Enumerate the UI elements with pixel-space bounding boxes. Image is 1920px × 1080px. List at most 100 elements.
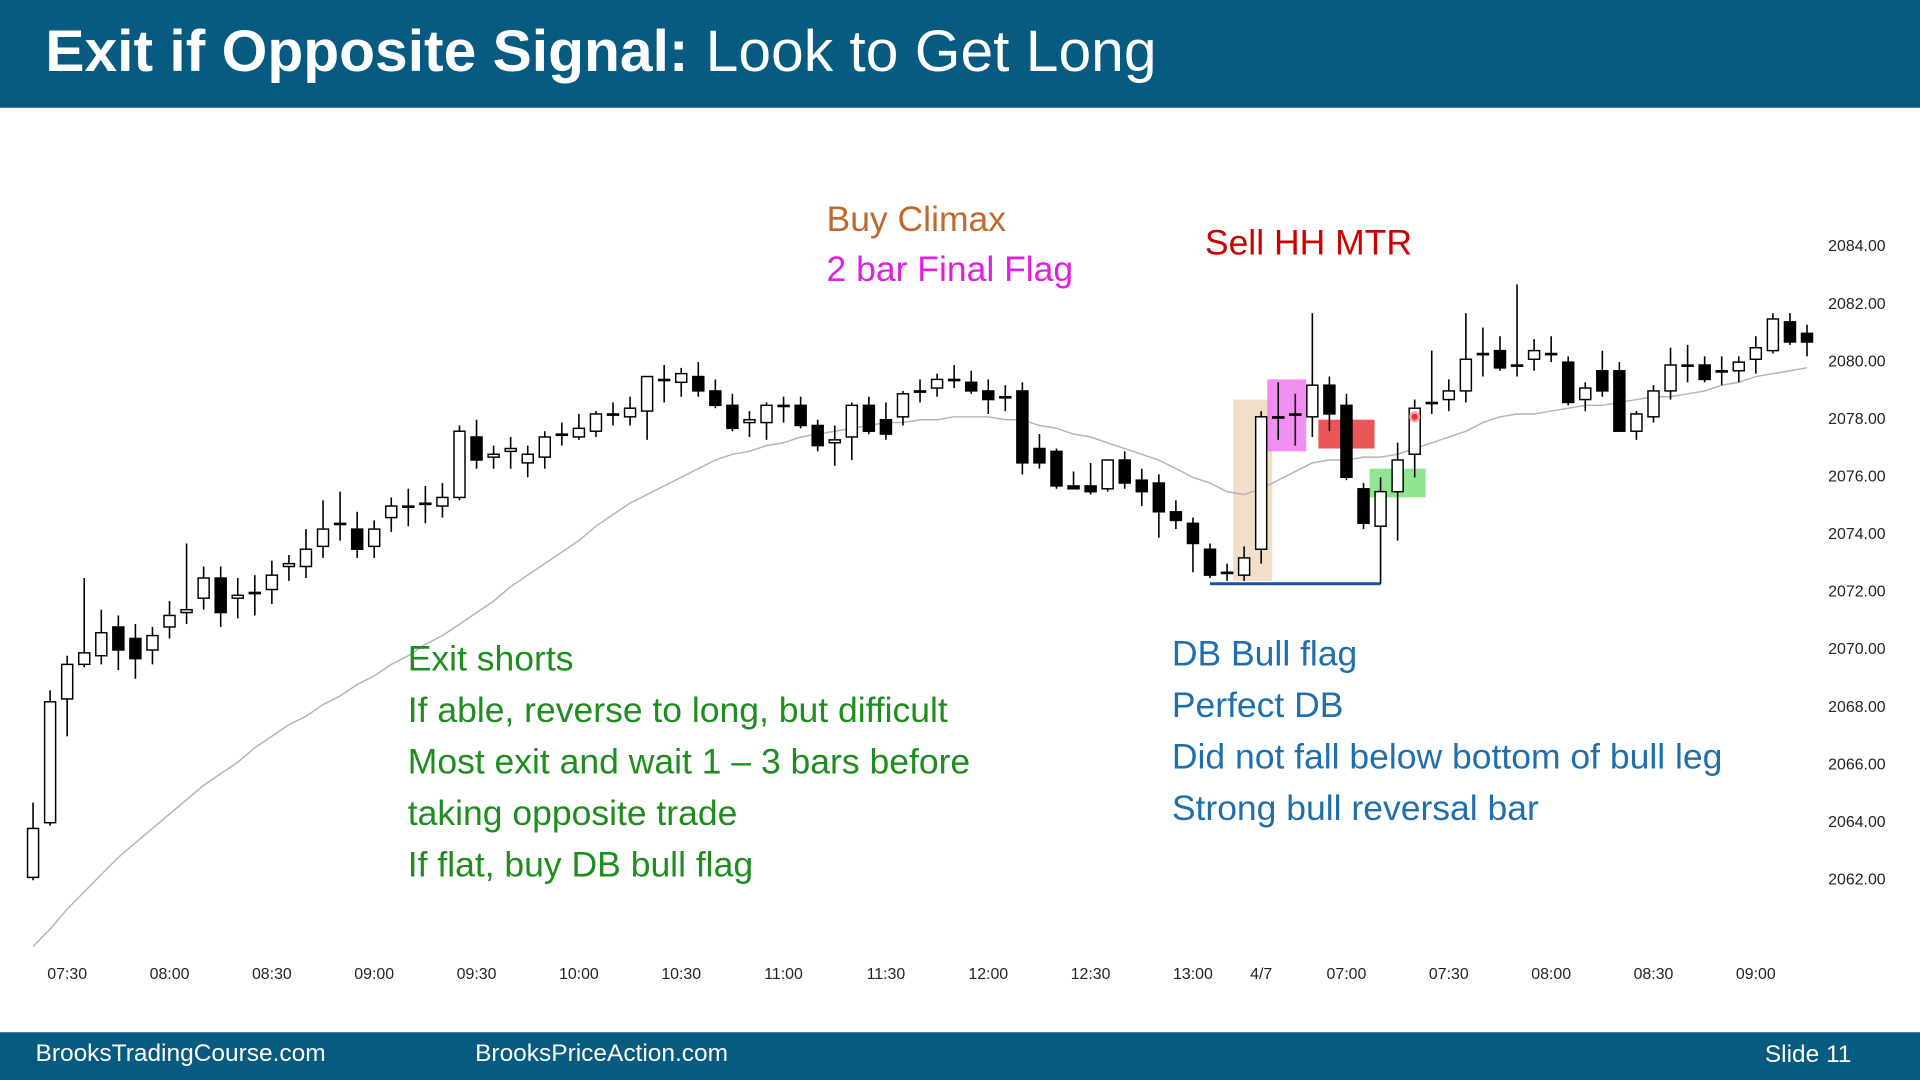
candle-body <box>709 390 722 407</box>
annotation: Most exit and wait 1 – 3 bars before <box>408 741 970 781</box>
x-tick-label: 08:00 <box>150 966 190 983</box>
candle-body <box>845 404 859 438</box>
annotation: DB Bull flag <box>1172 634 1357 674</box>
y-tick-label: 2082.00 <box>1828 296 1886 313</box>
candle-body <box>231 594 244 599</box>
x-tick-label: 08:30 <box>1634 966 1674 983</box>
candle-body <box>811 424 824 447</box>
candle-body <box>146 634 159 651</box>
candle-body <box>299 548 313 568</box>
candle-body <box>930 378 944 389</box>
candle-body <box>1237 557 1251 576</box>
x-tick-label: 12:30 <box>1071 966 1111 983</box>
footer-center: BrooksPriceAction.com <box>475 1040 728 1067</box>
candle-body <box>879 418 893 435</box>
candle-body <box>1220 571 1234 575</box>
candle-body <box>1493 349 1507 369</box>
candle-body <box>674 372 688 384</box>
candle-body <box>1016 390 1029 464</box>
candle-body <box>862 404 876 432</box>
candle-body <box>1579 387 1592 401</box>
candle-body <box>1425 401 1438 405</box>
candle-body <box>589 413 603 432</box>
candle-body <box>1271 416 1285 419</box>
x-tick-label: 10:00 <box>559 966 599 983</box>
candle-body <box>1067 485 1080 490</box>
candle-body <box>316 528 330 548</box>
candle-body <box>333 522 347 526</box>
candle-body <box>1152 482 1166 513</box>
candle-body <box>1391 459 1404 493</box>
candle-body <box>743 418 756 424</box>
candle-body <box>623 407 637 418</box>
x-tick-label: 12:00 <box>968 966 1008 983</box>
y-tick-label: 2064.00 <box>1828 814 1886 831</box>
candle-body <box>1033 447 1046 464</box>
candle-body <box>1732 361 1746 372</box>
candle-body <box>77 652 91 666</box>
candle-body <box>1800 332 1814 343</box>
candle-body <box>1118 459 1131 484</box>
x-tick-label: 08:00 <box>1531 966 1571 983</box>
candle-body <box>504 447 517 453</box>
candle-body <box>1749 347 1763 360</box>
candle-body <box>896 393 910 418</box>
title: Exit if Opposite Signal: Look to Get Long <box>45 19 1156 84</box>
candle-body <box>538 436 552 458</box>
y-tick-label: 2068.00 <box>1828 699 1886 716</box>
candle-body <box>214 577 227 614</box>
candle-body <box>1613 370 1626 432</box>
candle-body <box>1203 548 1217 576</box>
candle-body <box>1647 390 1660 418</box>
x-tick-label: 07:30 <box>47 966 87 983</box>
candle-body <box>350 528 364 550</box>
candle-body <box>1561 361 1575 404</box>
annotation: Sell HH MTR <box>1205 222 1412 262</box>
y-tick-label: 2070.00 <box>1828 641 1886 658</box>
y-tick-label: 2078.00 <box>1828 411 1886 428</box>
candle-body <box>1766 318 1780 352</box>
y-tick-label: 2062.00 <box>1828 871 1886 888</box>
candle-body <box>777 404 790 408</box>
x-tick-label: 13:00 <box>1173 966 1213 983</box>
candle-body <box>572 427 586 438</box>
candle-body <box>1664 364 1677 392</box>
candle-body <box>555 433 569 437</box>
x-tick-label: 08:30 <box>252 966 292 983</box>
candle-body <box>1510 364 1524 367</box>
candle-body <box>1135 479 1149 493</box>
candle-body <box>95 631 108 657</box>
candle-body <box>453 430 466 499</box>
candle-body <box>606 413 620 416</box>
candle-body <box>197 577 210 599</box>
candle-body <box>43 701 57 824</box>
candle-body <box>964 381 978 392</box>
footer-bar <box>0 1032 1920 1080</box>
candle-body <box>1186 522 1200 545</box>
candle-body <box>129 637 142 660</box>
title-bold: Exit if Opposite Signal: <box>45 19 688 84</box>
candle-body <box>692 375 705 392</box>
candle-body <box>1374 490 1387 527</box>
candle-body <box>1681 364 1694 367</box>
candle-body <box>163 614 176 628</box>
candle-body <box>282 562 296 568</box>
candle-body <box>1084 485 1097 493</box>
annotation: Perfect DB <box>1172 685 1344 725</box>
footer-left: BrooksTradingCourse.com <box>36 1040 326 1067</box>
candle-body <box>1254 416 1268 550</box>
y-tick-label: 2080.00 <box>1828 353 1886 370</box>
candle-body <box>1476 352 1490 356</box>
x-tick-label: 09:00 <box>354 966 394 983</box>
candle-body <box>487 453 500 458</box>
candle-body <box>1408 407 1421 455</box>
candle-body <box>913 390 927 393</box>
x-tick-label: 11:00 <box>764 966 803 983</box>
candle-body <box>1306 384 1319 418</box>
candle-body <box>436 496 449 507</box>
x-tick-label: 11:30 <box>867 966 906 983</box>
candle-body <box>1357 488 1370 525</box>
x-tick-label: 07:30 <box>1429 966 1469 983</box>
candle-body <box>419 502 432 506</box>
title-rest: Look to Get Long <box>706 19 1157 84</box>
